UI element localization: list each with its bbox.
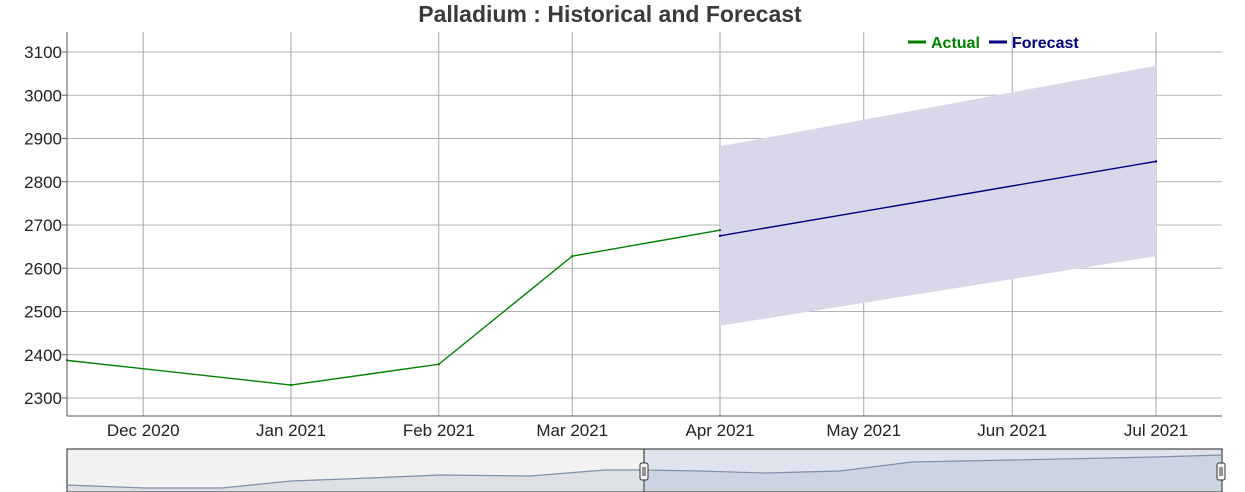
confidence-band-layer	[720, 65, 1156, 326]
range-navigator[interactable]	[66, 448, 1226, 492]
actual-data-point	[571, 254, 574, 258]
y-tick-label: 3100	[24, 43, 62, 62]
series-layer	[65, 160, 1158, 387]
legend-forecast-label[interactable]: Forecast	[1012, 35, 1079, 52]
navigator-left-handle[interactable]	[639, 462, 649, 481]
legend[interactable]: Actual Forecast	[908, 35, 1079, 52]
y-tick-label: 2900	[24, 130, 62, 149]
navigator-selected-area[interactable]	[643, 448, 1223, 492]
y-tick-label: 2400	[24, 346, 62, 365]
chart-title: Palladium : Historical and Forecast	[418, 1, 802, 27]
handle-grip[interactable]	[1216, 462, 1226, 481]
y-tick-label: 2300	[24, 389, 62, 408]
forecast-confidence-band	[720, 65, 1156, 326]
actual-data-point	[437, 363, 440, 366]
x-tick-label: Feb 2021	[403, 421, 475, 440]
y-axis-ticks: 2300 2400 2500 2600 2700 2800 2900 3000 3100	[24, 43, 62, 408]
y-tick-label: 2600	[24, 259, 62, 278]
navigator-unselected-area[interactable]	[66, 448, 645, 492]
forecast-data-point	[718, 234, 722, 238]
y-tick-label: 2800	[24, 173, 62, 192]
y-tick-label: 2700	[24, 216, 62, 235]
navigator-right-handle[interactable]	[1216, 462, 1226, 481]
x-tick-label: Jul 2021	[1124, 421, 1188, 440]
x-tick-label: May 2021	[826, 421, 901, 440]
actual-data-point	[718, 228, 722, 232]
handle-grip[interactable]	[639, 462, 649, 481]
x-tick-label: Jan 2021	[256, 421, 326, 440]
navigator-series-line	[66, 454, 1223, 489]
axes	[62, 32, 1222, 417]
x-tick-label: Mar 2021	[536, 421, 608, 440]
x-axis-ticks: Dec 2020 Jan 2021 Feb 2021 Mar 2021 Apr 2021…	[107, 421, 1188, 440]
legend-actual-label[interactable]: Actual	[931, 35, 980, 52]
actual-series-line	[66, 229, 721, 386]
forecast-data-point	[1154, 160, 1158, 163]
y-tick-label: 2500	[24, 303, 62, 322]
x-tick-label: Dec 2020	[107, 421, 180, 440]
actual-data-point	[289, 383, 293, 387]
x-tick-label: Jun 2021	[977, 421, 1047, 440]
forecast-series-line	[719, 160, 1157, 237]
x-tick-label: Apr 2021	[686, 421, 755, 440]
y-tick-label: 3000	[24, 86, 62, 105]
